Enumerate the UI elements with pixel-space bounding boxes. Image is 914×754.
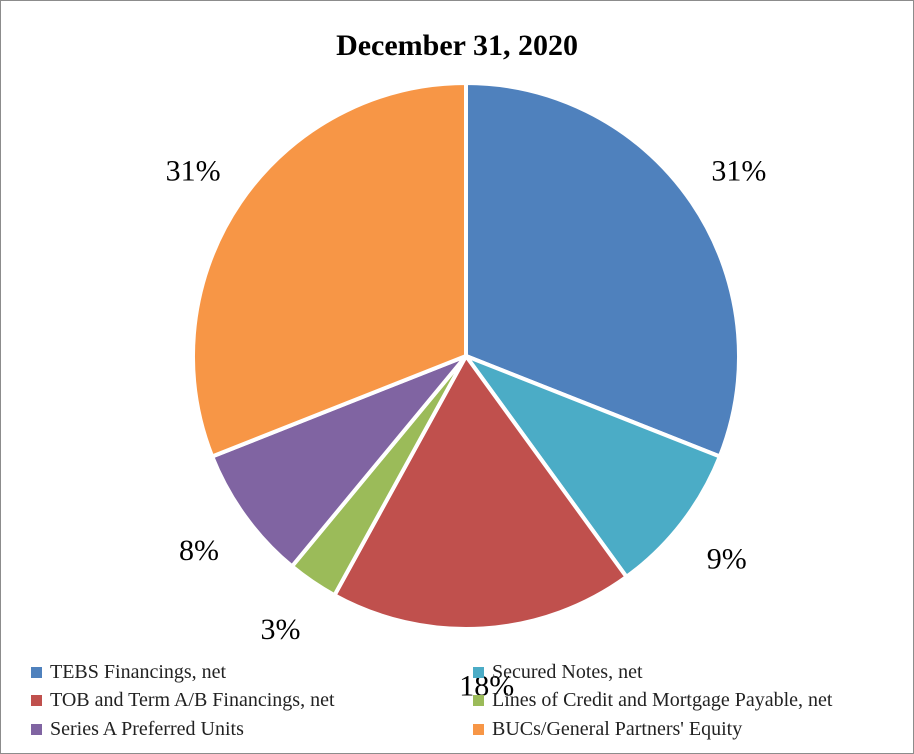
slice-data-label: 31% bbox=[711, 155, 766, 188]
pie-slice bbox=[332, 354, 629, 631]
pie-slice bbox=[464, 354, 722, 579]
chart-title: December 31, 2020 bbox=[336, 29, 578, 62]
pie-slice bbox=[191, 81, 468, 459]
slice-data-label: 3% bbox=[261, 613, 301, 646]
slice-data-label: 31% bbox=[166, 155, 221, 188]
slice-data-label: 9% bbox=[707, 542, 747, 575]
slice-data-label: 8% bbox=[179, 534, 219, 567]
pie-slice bbox=[464, 81, 741, 459]
slice-data-label: 18% bbox=[459, 669, 514, 702]
pie-slice bbox=[210, 354, 468, 569]
